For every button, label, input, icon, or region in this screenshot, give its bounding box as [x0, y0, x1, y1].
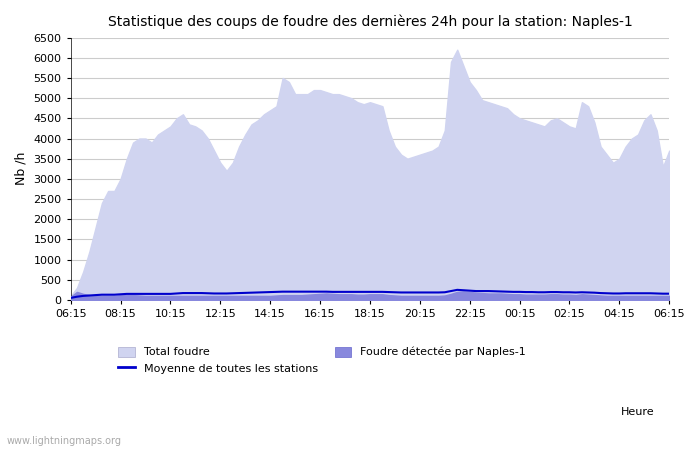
Title: Statistique des coups de foudre des dernières 24h pour la station: Naples-1: Statistique des coups de foudre des dern… — [108, 15, 632, 30]
Text: www.lightningmaps.org: www.lightningmaps.org — [7, 436, 122, 446]
Legend: Total foudre, Moyenne de toutes les stations, Foudre détectée par Naples-1: Total foudre, Moyenne de toutes les stat… — [114, 342, 531, 378]
Y-axis label: Nb /h: Nb /h — [15, 152, 28, 185]
Text: Heure: Heure — [621, 407, 654, 417]
